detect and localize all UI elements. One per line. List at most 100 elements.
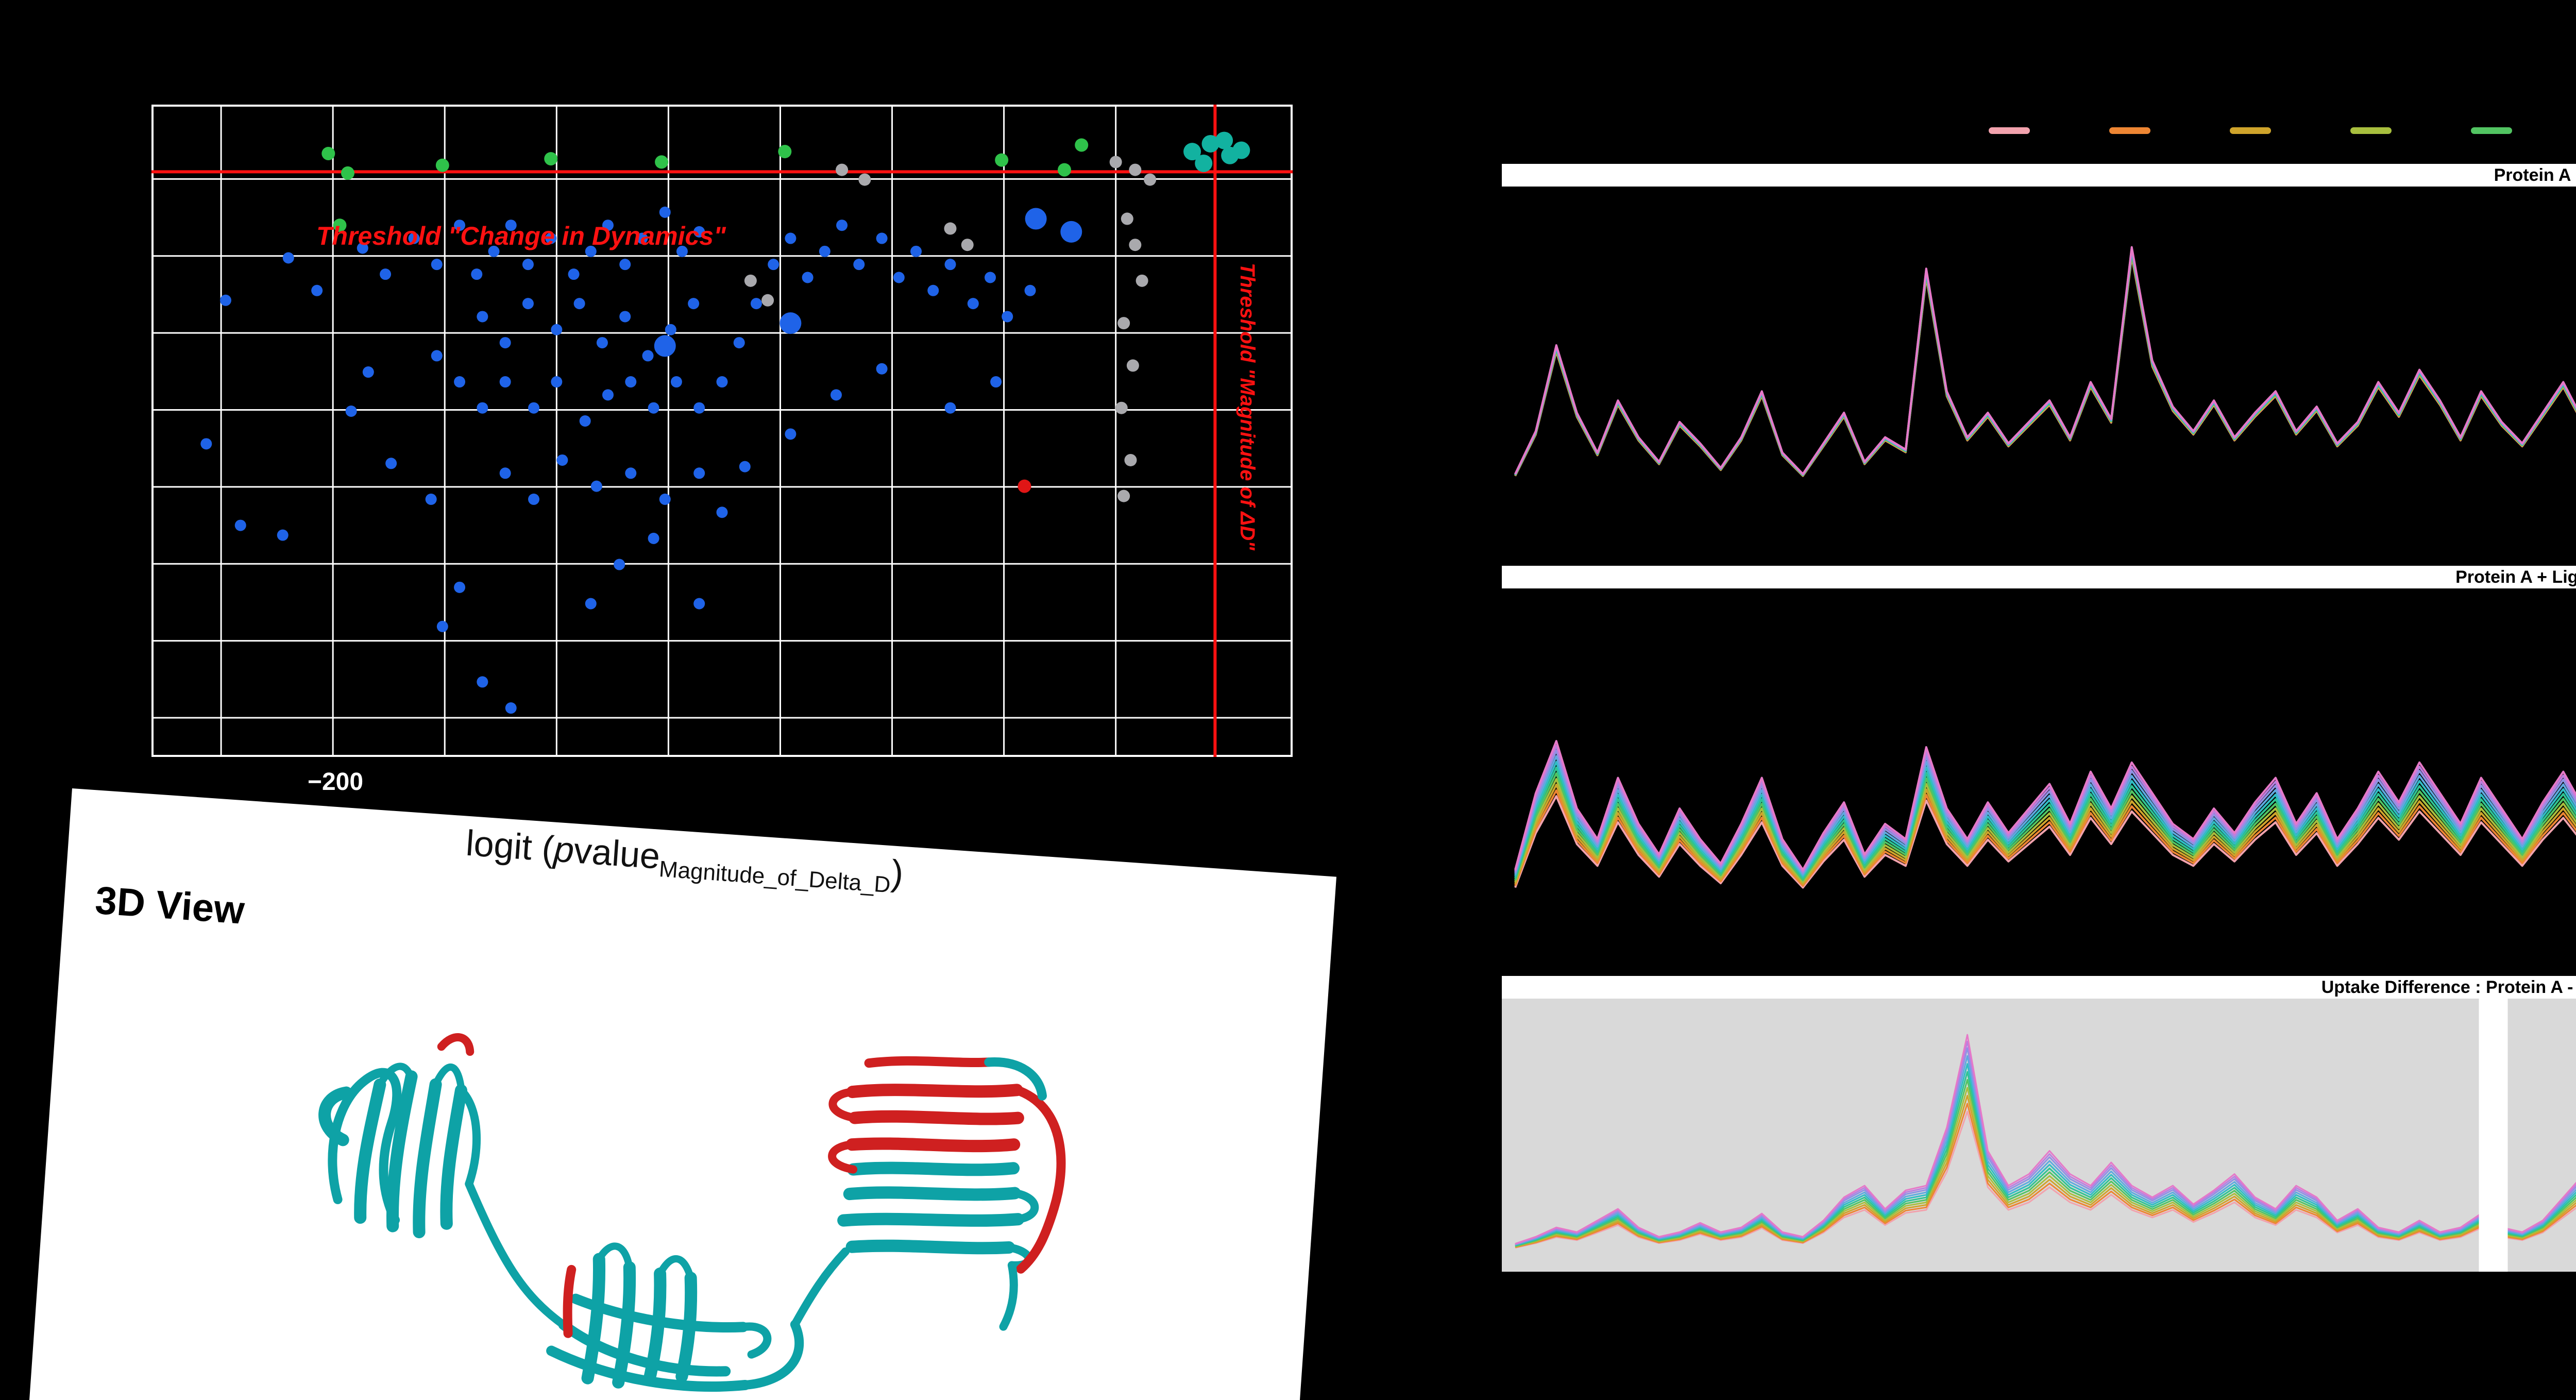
scatter-point	[311, 284, 323, 296]
panel-3d-view: logit (pvalueMagnitude_of_Delta_D) 3D Vi…	[22, 788, 1337, 1400]
scatter-point	[357, 242, 368, 254]
scatter-point	[528, 493, 540, 505]
panel-title-text: Uptake Difference : Protein A - (Protein…	[2321, 977, 2576, 997]
series-line	[1514, 249, 2576, 476]
scatter-point	[785, 232, 796, 244]
series-line	[1514, 772, 2576, 882]
series-line	[1515, 1071, 2576, 1246]
scatter-point	[927, 284, 939, 296]
scatter-point	[1060, 221, 1082, 243]
series-line	[1514, 783, 2576, 885]
scatter-point	[454, 581, 466, 593]
scatter-point	[655, 155, 669, 169]
scatter-point	[648, 402, 659, 414]
scatter-point	[688, 298, 700, 310]
scatter-point	[590, 480, 602, 492]
series-line	[1514, 795, 2576, 889]
scatter-point	[528, 402, 540, 414]
scatter-point	[234, 519, 246, 531]
scatter-point	[802, 272, 814, 283]
scatter-point	[602, 389, 614, 401]
scatter-point	[716, 507, 728, 518]
panel-title-text: Protein A + Ligand	[2455, 567, 2576, 587]
scatter-point	[1121, 212, 1133, 225]
scatter-point	[636, 232, 648, 244]
series-line	[1515, 1034, 2576, 1245]
scatter-point	[836, 163, 849, 176]
scatter-point	[944, 402, 956, 414]
scatter-point	[596, 337, 608, 349]
scatter-point	[693, 598, 705, 610]
series-line	[1514, 252, 2576, 477]
scatter-point	[431, 259, 443, 271]
scatter-point	[750, 298, 762, 310]
scatter-point	[425, 493, 437, 505]
series-line	[1515, 1079, 2576, 1247]
series-line	[1515, 1040, 2576, 1245]
scatter-point	[333, 218, 347, 232]
scatter-point	[831, 389, 842, 401]
axis-label-subscript: Magnitude_of_Delta_D	[658, 856, 892, 898]
volcano-plot	[151, 105, 1293, 757]
scatter-point	[893, 272, 905, 283]
scatter-point	[1232, 141, 1250, 159]
series-line	[1514, 789, 2576, 887]
volcano-x-tick: −200	[307, 768, 364, 796]
series-line	[1514, 251, 2576, 477]
axis-label-value: value	[572, 830, 662, 876]
scatter-point	[944, 259, 956, 271]
series-line	[1514, 254, 2576, 477]
scatter-point	[961, 239, 974, 251]
scatter-point	[321, 146, 335, 160]
legend-swatch	[2230, 127, 2271, 134]
scatter-point	[625, 467, 637, 479]
legend-swatch	[2109, 127, 2150, 134]
scatter-point	[454, 376, 466, 388]
scatter-point	[380, 268, 392, 280]
series-line	[1514, 256, 2576, 477]
scatter-point	[642, 350, 654, 362]
series-line	[1514, 761, 2576, 878]
scatter-point	[585, 598, 597, 610]
panel-title-uptake-difference: Uptake Difference : Protein A - (Protein…	[1502, 976, 2576, 999]
legend-row	[1989, 126, 2576, 135]
scatter-point	[505, 220, 517, 231]
legend-swatch	[2350, 127, 2392, 134]
protein-structure-viewport[interactable]	[228, 977, 1098, 1400]
scatter-point	[1018, 479, 1031, 493]
scatter-point	[477, 676, 488, 688]
scatter-point	[768, 259, 779, 271]
series-line	[1515, 1055, 2576, 1246]
scatter-point	[499, 467, 511, 479]
scatter-point	[676, 245, 688, 257]
scatter-point	[1136, 274, 1148, 287]
scatter-point	[625, 376, 637, 388]
scatter-point	[614, 559, 625, 570]
axis-label-prefix: logit (	[464, 822, 555, 869]
scatter-point	[522, 298, 534, 310]
scatter-point	[1002, 311, 1013, 323]
scatter-point	[654, 335, 676, 357]
scatter-point	[385, 458, 397, 469]
axis-label-p: p	[552, 829, 575, 871]
volcano-x-axis-label: logit (pvalueMagnitude_of_Delta_D)	[464, 822, 905, 899]
scatter-point	[200, 438, 212, 450]
scatter-point	[1058, 163, 1071, 177]
scatter-point	[778, 145, 792, 159]
scatter-point	[853, 259, 865, 271]
scatter-point	[573, 298, 585, 310]
scatter-point	[499, 337, 511, 349]
series-line	[1514, 247, 2576, 476]
scatter-point	[454, 220, 466, 231]
3d-view-title: 3D View	[93, 878, 246, 933]
scatter-point	[436, 620, 448, 632]
scatter-point	[551, 324, 563, 335]
scatter-point	[858, 173, 871, 186]
scatter-point	[477, 311, 488, 323]
scatter-point	[761, 294, 774, 307]
scatter-point	[277, 529, 289, 541]
scatter-point	[471, 268, 483, 280]
gap-band	[2479, 999, 2508, 1272]
scatter-point	[477, 402, 488, 414]
